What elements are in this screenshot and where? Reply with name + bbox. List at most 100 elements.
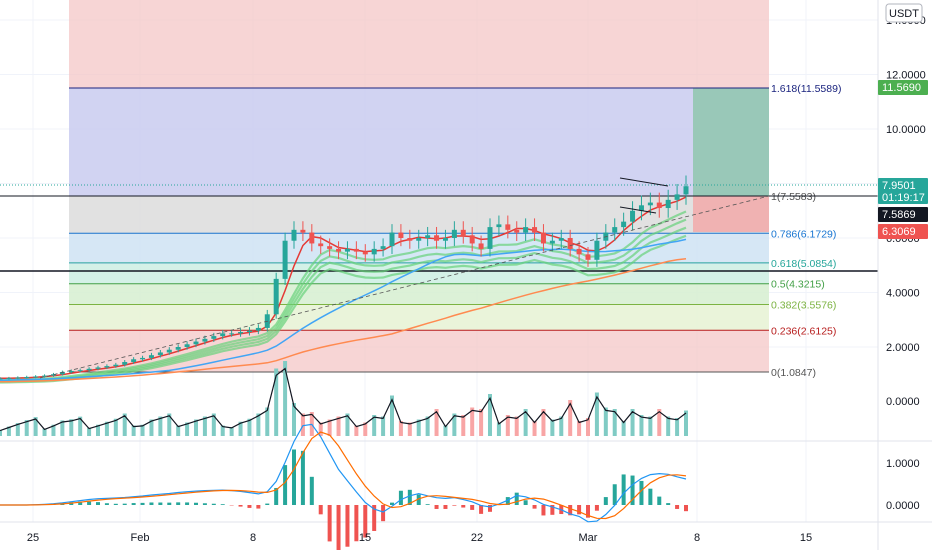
- time-axis[interactable]: 25 Feb 8 15 22 Mar 8 15: [27, 532, 812, 544]
- candle-body: [362, 251, 368, 255]
- volume-bar: [505, 415, 510, 436]
- macd-histogram-bar: [532, 505, 537, 509]
- ema-ribbon-line: [0, 210, 687, 381]
- candle-body: [175, 347, 181, 350]
- macd-histogram-bar: [185, 502, 190, 505]
- volume-bar: [639, 415, 644, 436]
- volume-bar: [194, 419, 198, 436]
- macd-histogram-bar: [104, 503, 109, 505]
- volume-bar: [345, 413, 350, 436]
- volume-bar: [470, 407, 475, 436]
- volume-bar: [398, 421, 403, 436]
- candle-body: [442, 238, 448, 241]
- candle-body: [638, 205, 644, 211]
- volume-bar: [488, 394, 492, 436]
- fib-label: 0.5(4.3215): [771, 279, 825, 291]
- macd-histogram-bar: [612, 484, 617, 505]
- time-tick-label: 8: [694, 532, 700, 544]
- volume-bar: [229, 427, 234, 436]
- candle-body: [104, 366, 110, 368]
- volume-bar: [675, 418, 680, 436]
- volume-bar: [630, 409, 635, 436]
- svg-text:6.3069: 6.3069: [882, 226, 916, 238]
- macd-histogram-bar: [630, 475, 635, 505]
- candle-body: [389, 232, 395, 247]
- svg-text:01:19:17: 01:19:17: [882, 192, 925, 204]
- macd-histogram-bar: [586, 505, 590, 518]
- sma-slow-line: [0, 258, 687, 383]
- macd-histogram-bar: [318, 505, 323, 515]
- volume-bar: [113, 418, 118, 436]
- candle-body: [42, 375, 48, 377]
- macd-histogram-bar: [211, 503, 216, 505]
- volume-bar: [577, 421, 582, 436]
- volume-bar: [69, 419, 74, 436]
- currency-badge[interactable]: USDT: [885, 3, 923, 23]
- candle-body: [327, 246, 333, 249]
- price-tick-label: 4.0000: [886, 288, 920, 300]
- candle-body: [122, 361, 128, 365]
- volume-bar: [274, 368, 279, 436]
- candle-body: [460, 229, 466, 236]
- volume-bar: [265, 407, 270, 436]
- candle-body: [576, 248, 582, 255]
- volume-bar: [354, 425, 359, 436]
- volume-bar: [559, 416, 564, 436]
- macd-histogram-bar: [523, 500, 528, 505]
- volume-bar: [603, 407, 608, 436]
- candle-body: [469, 235, 475, 244]
- macd-histogram-bar: [514, 492, 519, 505]
- macd-histogram-bar: [265, 503, 270, 505]
- candle-body: [238, 332, 244, 334]
- candle-body: [434, 235, 440, 241]
- macd-histogram-bar: [87, 501, 92, 505]
- macd-histogram-bar: [238, 505, 243, 507]
- candle-body: [77, 370, 83, 372]
- macd-histogram-bar: [452, 505, 457, 506]
- volume-bar: [666, 416, 671, 436]
- candle-body: [674, 194, 680, 200]
- candle-body: [95, 367, 101, 369]
- macd-histogram-bar: [140, 502, 145, 505]
- macd-line: [0, 423, 687, 523]
- volume-bar: [104, 421, 109, 436]
- volume-bar: [684, 410, 688, 436]
- volume-bar: [211, 413, 216, 436]
- volume-bar: [372, 415, 377, 436]
- candle-body: [585, 254, 591, 260]
- macd-histogram-bar: [122, 503, 127, 505]
- volume-bar: [60, 420, 65, 436]
- candle-body: [478, 243, 484, 249]
- candle-body: [549, 240, 555, 244]
- ema-ribbon-line: [0, 234, 687, 384]
- candle-body: [86, 368, 92, 371]
- volume-bar: [479, 409, 484, 436]
- candle-body: [398, 232, 404, 238]
- macd-histogram-bar: [354, 505, 359, 542]
- fib-label: 0.236(2.6125): [771, 325, 836, 337]
- volume-bar: [550, 419, 555, 436]
- volume-bar: [381, 416, 386, 436]
- macd-histogram-bar: [309, 476, 314, 505]
- candle-body: [282, 240, 288, 279]
- wedge-upper-line[interactable]: [619, 177, 669, 187]
- candle-body: [33, 376, 39, 378]
- volume-pane: [0, 361, 688, 436]
- fib-retracement-zones: [69, 0, 769, 372]
- candle-body: [344, 248, 350, 252]
- candle-body: [24, 376, 30, 378]
- macd-histogram-bar: [158, 502, 163, 505]
- candle-body: [371, 248, 377, 255]
- candle-body: [567, 238, 573, 249]
- long-position-tool[interactable]: [693, 88, 769, 232]
- macd-histogram-bar: [292, 449, 296, 505]
- volume-bar: [568, 400, 573, 436]
- volume-bar: [621, 421, 626, 436]
- fib-label: 1(7.5583): [771, 191, 816, 203]
- macd-histogram-bar: [550, 505, 555, 515]
- trend-projection-line[interactable]: [39, 195, 770, 379]
- wedge-lower-line[interactable]: [619, 206, 657, 214]
- candle-body: [612, 227, 618, 233]
- svg-text:7.9501: 7.9501: [882, 180, 916, 192]
